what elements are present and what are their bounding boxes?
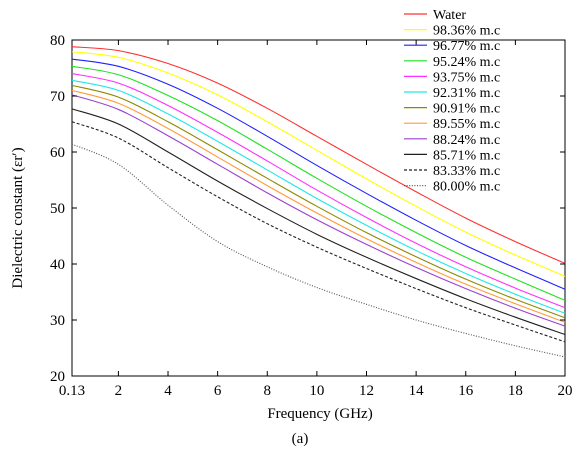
x-tick-label: 2 xyxy=(115,383,123,399)
x-tick-label: 14 xyxy=(409,383,425,399)
y-axis-label: Dielectric constant (εr′) xyxy=(10,147,26,288)
y-tick-label: 70 xyxy=(50,89,65,105)
legend-label-2: 96.77% m.c xyxy=(433,39,500,54)
y-tick-label: 50 xyxy=(50,201,65,217)
x-tick-label: 10 xyxy=(309,383,324,399)
series-line-9 xyxy=(71,108,566,336)
x-tick-label: 4 xyxy=(164,383,172,399)
figure-caption: (a) xyxy=(292,431,309,447)
y-tick-label: 40 xyxy=(50,257,65,273)
legend-label-3: 95.24% m.c xyxy=(433,55,500,70)
x-tick-label: 6 xyxy=(214,383,222,399)
series-line-5 xyxy=(71,79,566,314)
x-tick-label: 8 xyxy=(264,383,272,399)
legend-label-11: 80.00% m.c xyxy=(433,180,500,195)
x-tick-label: 0.13 xyxy=(59,383,85,399)
legend-label-6: 90.91% m.c xyxy=(433,102,500,117)
legend-label-0: Water xyxy=(433,8,466,23)
series-line-11 xyxy=(71,143,566,358)
series-line-4 xyxy=(71,73,566,309)
y-tick-label: 80 xyxy=(50,33,65,49)
x-axis-label: Frequency (GHz) xyxy=(267,406,372,422)
series-line-2 xyxy=(71,58,566,290)
x-tick-label: 12 xyxy=(359,383,374,399)
legend-label-1: 98.36% m.c xyxy=(433,24,500,39)
series-line-1 xyxy=(71,51,566,277)
legend-label-10: 83.33% m.c xyxy=(433,164,500,179)
series-line-10 xyxy=(71,121,566,343)
series-line-8 xyxy=(71,94,566,327)
legend-label-7: 89.55% m.c xyxy=(433,117,500,132)
y-tick-label: 30 xyxy=(50,313,65,329)
y-tick-label: 20 xyxy=(50,369,65,385)
series-lines xyxy=(71,46,566,358)
legend-label-9: 85.71% m.c xyxy=(433,148,500,163)
y-tick-label: 60 xyxy=(50,145,65,161)
legend-label-8: 88.24% m.c xyxy=(433,133,500,148)
series-line-0 xyxy=(71,46,566,264)
series-line-7 xyxy=(71,89,566,323)
legend-label-5: 92.31% m.c xyxy=(433,86,500,101)
x-tick-label: 16 xyxy=(458,383,474,399)
y-axis-ticks: 20 30 40 50 60 70 80 xyxy=(50,33,565,385)
series-line-6 xyxy=(71,84,566,319)
series-line-3 xyxy=(71,65,566,301)
x-tick-label: 20 xyxy=(558,383,573,399)
legend-label-4: 93.75% m.c xyxy=(433,70,500,85)
x-tick-label: 18 xyxy=(508,383,523,399)
x-axis-ticks: 0.13 2 4 6 8 10 12 14 16 18 20 xyxy=(59,40,573,399)
